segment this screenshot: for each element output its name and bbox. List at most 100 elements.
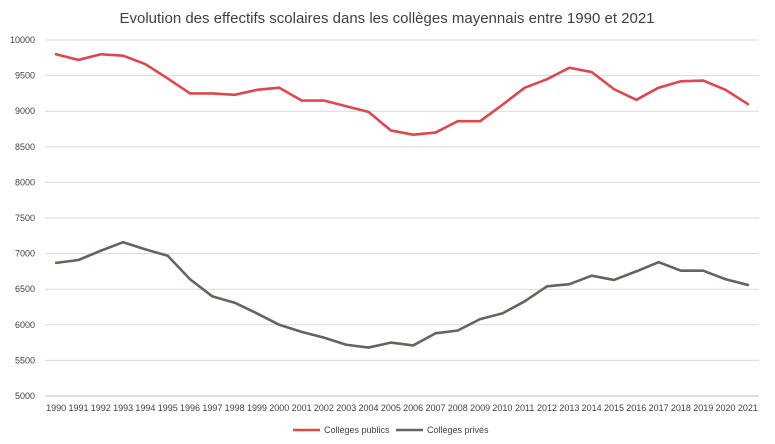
data-point (746, 102, 750, 106)
data-point (456, 119, 459, 123)
x-tick-label: 2020 (716, 403, 736, 413)
data-point (233, 301, 236, 304)
data-point (657, 260, 660, 264)
x-tick-label: 2012 (537, 403, 557, 413)
data-point (478, 119, 482, 123)
y-axis-ticks: 5000 5500 6000 6500 7000 7500 8000 8500 9000 9500… (10, 35, 35, 401)
x-tick-label: 2017 (649, 403, 669, 413)
y-tick-label: 8000 (15, 177, 35, 187)
data-point (322, 336, 326, 339)
legend-label-prives: Collèges privés (427, 425, 489, 435)
data-point (411, 133, 415, 136)
x-tick-label: 2002 (314, 403, 334, 413)
data-point (77, 258, 80, 262)
data-point (300, 330, 303, 334)
data-point (411, 344, 415, 347)
x-tick-label: 2003 (336, 403, 356, 413)
data-point (724, 278, 727, 281)
y-tick-label: 9000 (15, 106, 35, 116)
data-point (300, 99, 303, 102)
data-point (233, 93, 236, 97)
data-point (568, 66, 571, 69)
x-tick-label: 2001 (292, 403, 312, 413)
x-tick-label: 2007 (425, 403, 445, 413)
y-tick-label: 10000 (10, 35, 35, 45)
data-point (657, 86, 660, 89)
data-point (590, 70, 593, 74)
x-tick-label: 1996 (180, 403, 200, 413)
data-point (612, 87, 616, 91)
y-tick-label: 5000 (15, 391, 35, 401)
data-point (166, 254, 169, 257)
data-point (255, 312, 259, 315)
x-tick-label: 2010 (492, 403, 512, 413)
x-tick-label: 2004 (359, 403, 379, 413)
x-tick-label: 2014 (582, 403, 602, 413)
data-point (367, 110, 370, 114)
data-point (679, 269, 683, 272)
y-tick-label: 7000 (15, 249, 35, 259)
x-tick-label: 2008 (448, 403, 468, 413)
x-tick-label: 1991 (68, 403, 88, 413)
data-point (121, 241, 125, 244)
data-point (99, 249, 102, 252)
chart-title: Evolution des effectifs scolaires dans l… (119, 10, 654, 27)
data-point (612, 278, 616, 282)
data-point (211, 295, 214, 298)
data-point (523, 300, 526, 303)
data-point (702, 269, 705, 272)
x-tick-label: 1993 (113, 403, 133, 413)
x-tick-label: 2000 (269, 403, 289, 413)
data-point (77, 58, 80, 62)
data-point (434, 131, 437, 134)
data-point (590, 274, 593, 277)
x-tick-label: 2016 (626, 403, 646, 413)
x-tick-label: 1990 (46, 403, 66, 413)
x-tick-label: 1998 (225, 403, 245, 413)
x-tick-label: 2006 (403, 403, 423, 413)
data-point (278, 323, 281, 326)
x-tick-label: 2018 (671, 403, 691, 413)
data-point (188, 278, 192, 281)
data-point (322, 99, 326, 102)
x-axis-ticks: 1990 1991 1992 1993 1994 1995 1996 1997 1998 1999… (46, 403, 758, 413)
data-point (144, 63, 147, 66)
series-line-publics (54, 52, 750, 136)
y-tick-label: 7500 (15, 213, 35, 223)
data-point (724, 88, 727, 92)
data-point (278, 86, 281, 89)
data-point (679, 80, 683, 83)
data-point (545, 285, 549, 288)
data-point (545, 77, 549, 81)
y-tick-label: 8500 (15, 142, 35, 152)
data-point (501, 103, 504, 106)
x-tick-label: 2011 (515, 403, 534, 413)
data-point (211, 92, 214, 95)
y-tick-label: 6000 (15, 320, 35, 330)
x-tick-label: 1999 (247, 403, 267, 413)
x-tick-label: 2015 (604, 403, 624, 413)
y-tick-label: 9500 (15, 71, 35, 81)
legend: Collèges publics Collèges privés (293, 425, 489, 435)
data-point (635, 270, 638, 273)
series-line-prives (54, 240, 750, 349)
x-tick-label: 1992 (91, 403, 111, 413)
y-tick-label: 6500 (15, 284, 35, 294)
data-point (255, 88, 259, 92)
x-tick-label: 2005 (381, 403, 401, 413)
x-tick-label: 1994 (135, 403, 155, 413)
gridlines (45, 39, 759, 397)
data-point (121, 54, 125, 57)
x-tick-label: 2009 (470, 403, 490, 413)
data-point (746, 283, 750, 287)
x-tick-label: 2021 (738, 403, 758, 413)
data-point (144, 248, 147, 251)
data-point (345, 343, 348, 346)
data-point (166, 77, 169, 80)
data-point (54, 261, 58, 265)
y-tick-label: 5500 (15, 355, 35, 365)
data-point (635, 98, 638, 102)
x-tick-label: 2019 (693, 403, 713, 413)
data-point (456, 329, 459, 332)
data-point (389, 341, 393, 344)
